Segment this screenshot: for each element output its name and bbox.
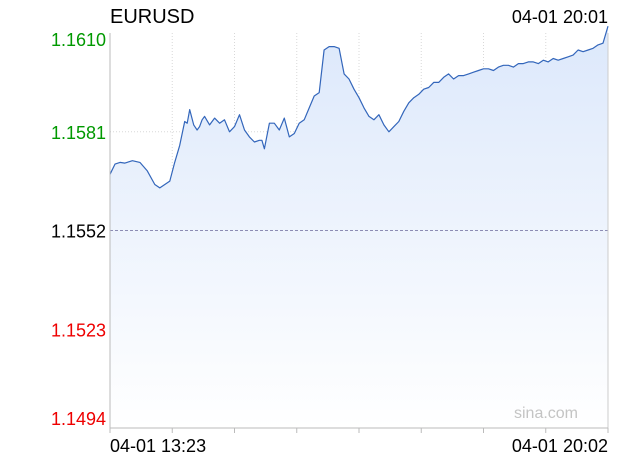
y-tick-labels: 1.1610 1.1581 1.1552 1.1523 1.1494 bbox=[51, 30, 106, 429]
y-tick-label: 1.1581 bbox=[51, 123, 106, 143]
chart-title: EURUSD bbox=[110, 6, 194, 28]
timestamp-label: 04-01 20:01 bbox=[512, 7, 608, 27]
series-line bbox=[109, 26, 609, 189]
series-area-fill bbox=[110, 26, 608, 428]
y-tick-label: 1.1494 bbox=[51, 409, 106, 429]
y-tick-label: 1.1610 bbox=[51, 30, 106, 50]
series-area-layer bbox=[109, 26, 609, 428]
y-tick-label: 1.1552 bbox=[51, 222, 106, 242]
watermark: sina.com bbox=[514, 405, 578, 422]
x-start-label: 04-01 13:23 bbox=[110, 436, 206, 456]
plot-frame bbox=[109, 33, 609, 433]
x-end-label: 04-01 20:02 bbox=[512, 436, 608, 456]
y-tick-label: 1.1523 bbox=[51, 320, 106, 340]
